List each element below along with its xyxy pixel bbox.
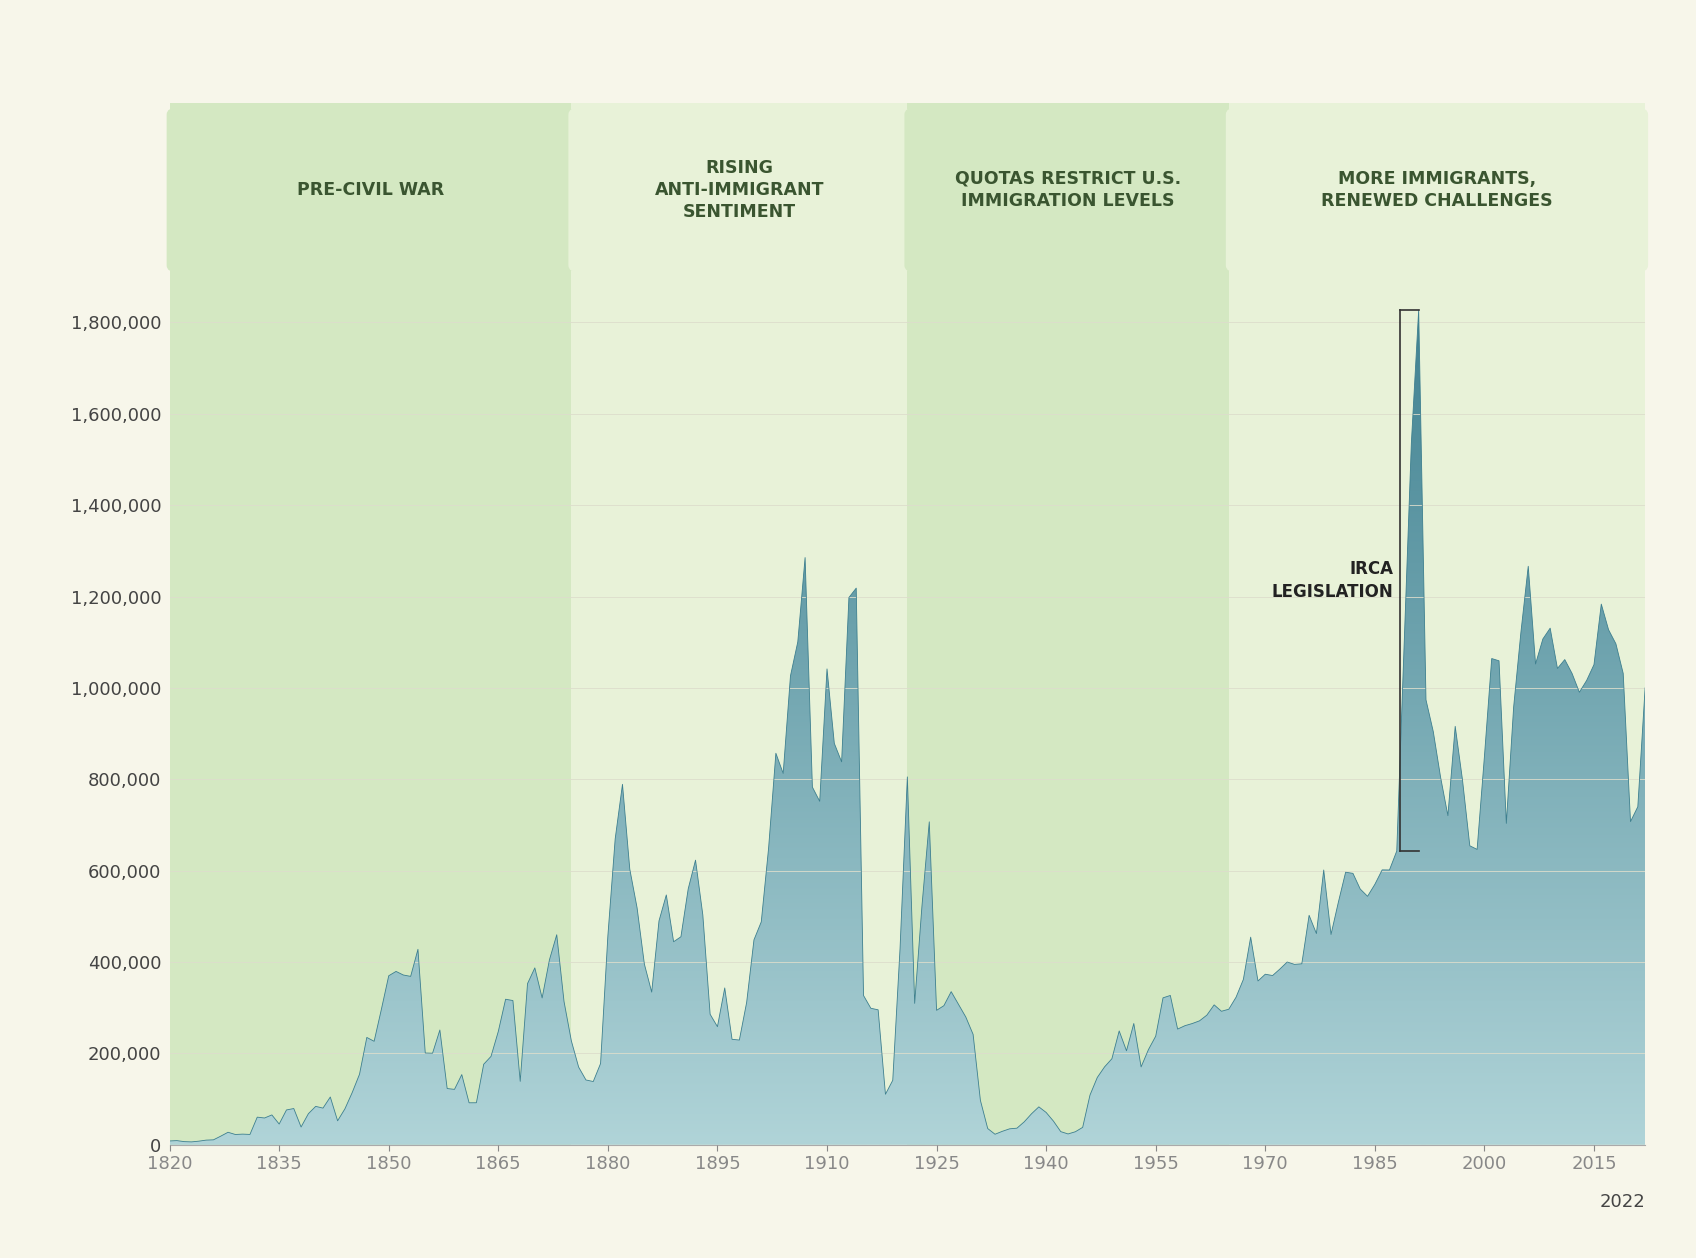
Bar: [170, 103, 572, 1145]
Text: PRE-CIVIL WAR: PRE-CIVIL WAR: [297, 181, 444, 199]
Text: 2022: 2022: [1599, 1193, 1645, 1210]
Text: IRCA
LEGISLATION: IRCA LEGISLATION: [1272, 560, 1392, 600]
FancyBboxPatch shape: [166, 107, 575, 273]
Bar: [907, 277, 1230, 1145]
FancyBboxPatch shape: [1226, 107, 1649, 273]
Bar: [1230, 103, 1645, 1145]
Text: MORE IMMIGRANTS,
RENEWED CHALLENGES: MORE IMMIGRANTS, RENEWED CHALLENGES: [1321, 170, 1554, 210]
Bar: [1230, 277, 1645, 1145]
FancyBboxPatch shape: [904, 107, 1231, 273]
FancyBboxPatch shape: [568, 107, 911, 273]
Bar: [572, 277, 907, 1145]
Bar: [170, 277, 572, 1145]
Bar: [572, 103, 907, 1145]
Bar: [907, 103, 1230, 1145]
Text: RISING
ANTI-IMMIGRANT
SENTIMENT: RISING ANTI-IMMIGRANT SENTIMENT: [655, 159, 824, 221]
Text: QUOTAS RESTRICT U.S.
IMMIGRATION LEVELS: QUOTAS RESTRICT U.S. IMMIGRATION LEVELS: [955, 170, 1180, 210]
